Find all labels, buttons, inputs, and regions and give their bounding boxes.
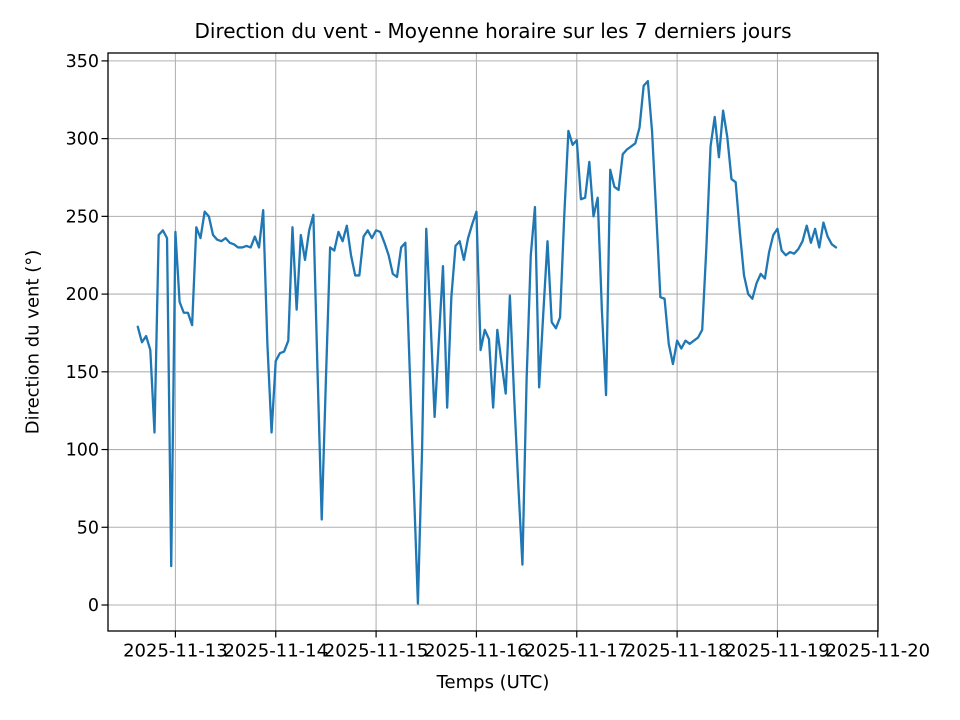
chart-title: Direction du vent - Moyenne horaire sur …: [194, 19, 792, 43]
y-tick-label: 50: [77, 518, 99, 538]
y-axis-label-text: Direction du vent (°): [22, 249, 44, 435]
x-tick-label: 2025-11-18: [625, 641, 730, 662]
x-axis-label: Temps (UTC): [436, 672, 550, 693]
x-tick-label: 2025-11-16: [424, 641, 529, 662]
chart-line: [136, 79, 838, 605]
x-tick-label: 2025-11-15: [324, 641, 429, 662]
x-tick-label: 2025-11-20: [825, 641, 930, 662]
x-tick-label: 2025-11-17: [524, 641, 629, 662]
x-tick-label: 2025-11-19: [725, 641, 830, 662]
y-tick-label: 200: [66, 285, 99, 305]
y-tick-label: 150: [66, 363, 99, 383]
x-tick-label: 2025-11-14: [223, 641, 328, 662]
y-tick-label: 250: [66, 207, 99, 227]
plot-frame: [107, 52, 879, 632]
y-tick-label: 350: [66, 52, 99, 72]
y-tick-label: 300: [66, 130, 99, 150]
y-tick-label: 100: [66, 441, 99, 461]
y-tick-label: 0: [88, 596, 99, 616]
x-tick-label: 2025-11-13: [123, 641, 228, 662]
